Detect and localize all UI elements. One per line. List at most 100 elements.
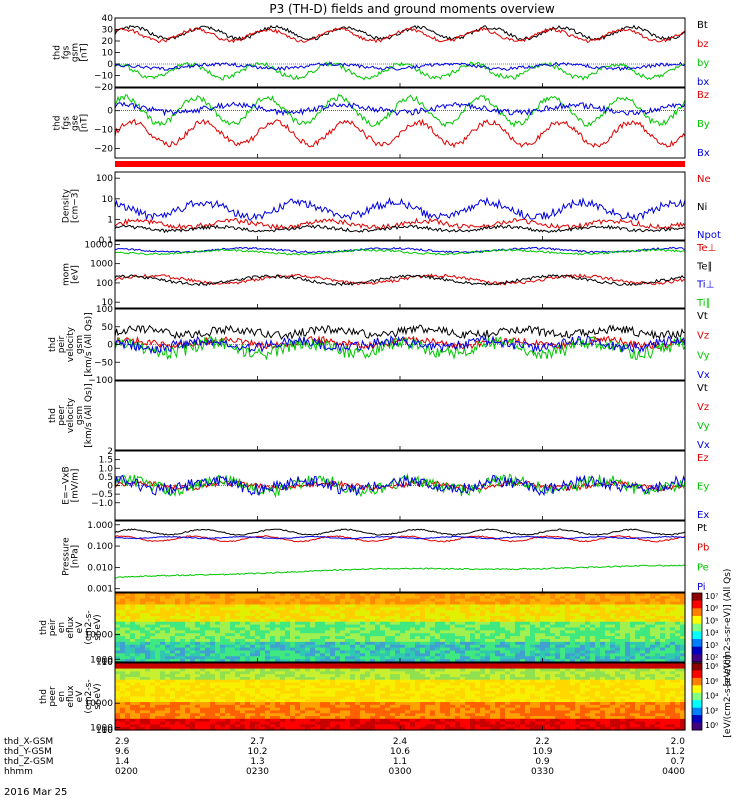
y-tick-label: 0 xyxy=(107,341,113,351)
legend-tiperp: Ti⊥ xyxy=(696,280,714,291)
legend-vx: Vx xyxy=(697,370,710,381)
y-tick-label: 40 xyxy=(102,14,114,24)
y-axis-label: E=−VxB[mV/m] xyxy=(62,466,81,504)
colorbar-tick-label: 10⁴ xyxy=(705,629,718,638)
legend-by: By xyxy=(697,119,710,130)
colorbar-tick-label: 10⁵ xyxy=(705,616,718,625)
legend-vt: Vt xyxy=(697,383,708,394)
y-tick-label: 1 xyxy=(107,215,113,225)
legend-tepar: Te∥ xyxy=(696,261,713,272)
colorbar-tick-label: 10² xyxy=(705,653,718,662)
panel-pressure: 1.0000.1000.0100.001Pressure[nPa]PtPbPeP… xyxy=(62,521,710,595)
y-tick-label: −20 xyxy=(94,83,113,93)
legend-ex: Ex xyxy=(697,510,709,521)
y-axis-label: Pressure[nPa] xyxy=(62,537,81,576)
y-tick-label: 10 xyxy=(102,195,114,205)
y-tick-label: 1000 xyxy=(90,260,113,270)
legend-vy: Vy xyxy=(697,421,710,432)
y-tick-label: −10 xyxy=(94,126,113,136)
series-line-ni xyxy=(115,225,685,232)
colorbar-swatch xyxy=(692,639,702,647)
y-tick-label: −1.0 xyxy=(91,499,113,509)
legend-teperp: Te⊥ xyxy=(696,243,716,254)
series-line-pe xyxy=(115,565,685,578)
legend-ne: Ne xyxy=(697,174,711,185)
colorbar-tick-label: 10⁷ xyxy=(705,592,718,601)
legend-bz: bz xyxy=(697,39,709,50)
y-tick-label: 30 xyxy=(102,26,114,36)
series-line-vt xyxy=(115,325,685,339)
series-line-by xyxy=(115,62,685,80)
panel-frame xyxy=(115,381,685,450)
y-axis-label: mom[eV] xyxy=(62,263,81,286)
legend-vz: Vz xyxy=(697,331,709,342)
legend-by: by xyxy=(697,58,709,69)
colorbar-tick-label: 10³ xyxy=(705,641,718,650)
plot-title: P3 (TH-D) fields and ground moments over… xyxy=(269,2,554,16)
legend-bx: Bx xyxy=(697,148,710,159)
y-axis-label-line: [nT] xyxy=(80,43,90,61)
legend-ez: Ez xyxy=(697,453,709,464)
y-axis-label: Density[cm−3] xyxy=(62,188,81,223)
series-line-bx xyxy=(115,102,685,115)
y-tick-label: 0.010 xyxy=(87,563,113,573)
y-tick-label: 10 xyxy=(102,658,114,668)
y-axis-label-line: [eV] xyxy=(71,265,81,284)
y-tick-label: 1.000 xyxy=(87,521,113,531)
legend-npot: Npot xyxy=(697,230,721,241)
legend-vy: Vy xyxy=(697,350,710,361)
legend-tipar: Ti∥ xyxy=(696,298,711,309)
legend-bz: Bz xyxy=(697,90,709,101)
colorbar-swatch xyxy=(692,608,702,616)
panel-frame xyxy=(115,521,685,592)
colorbar-swatch xyxy=(692,624,702,632)
colorbar-swatch xyxy=(692,616,702,624)
y-tick-label: 20 xyxy=(102,37,114,47)
legend-vt: Vt xyxy=(697,311,708,322)
colorbar-swatch xyxy=(692,631,702,639)
y-tick-label: 100 xyxy=(96,174,113,184)
legend-pb: Pb xyxy=(697,543,709,554)
legend-bx: bx xyxy=(697,77,709,88)
legend-bt: Bt xyxy=(697,20,708,31)
colorbar-swatch xyxy=(692,593,702,601)
legend-vz: Vz xyxy=(697,402,709,413)
y-axis-label-line: [cm−3] xyxy=(71,189,81,223)
series-line-npot xyxy=(115,198,685,220)
y-tick-label: 0 xyxy=(107,107,113,117)
legend-vx: Vx xyxy=(697,440,710,451)
colorbar-swatch xyxy=(692,647,702,655)
y-tick-label: 0.100 xyxy=(87,542,113,552)
series-line-bz xyxy=(115,120,685,147)
colorbar-swatch xyxy=(692,601,702,609)
legend-pe: Pe xyxy=(697,562,709,573)
y-axis-label-line: [km/s (All Qs)] xyxy=(84,312,94,376)
legend-ey: Ey xyxy=(697,482,709,493)
y-tick-label: −10 xyxy=(94,72,113,82)
y-axis-label-line: [km/s (All Qs)] xyxy=(84,383,94,447)
y-tick-label: −50 xyxy=(94,358,113,368)
y-axis-label-line: sr-eV) xyxy=(93,614,103,640)
y-tick-label: −20 xyxy=(94,145,113,155)
spectrogram-cells xyxy=(115,663,686,731)
y-axis-label-line: [nT] xyxy=(80,114,90,132)
y-tick-label: 10 xyxy=(102,49,114,59)
y-axis-label-line: [nPa] xyxy=(71,545,81,568)
y-tick-label: 0.001 xyxy=(87,585,113,595)
colorbar-swatch xyxy=(692,654,702,662)
y-tick-label: 10000 xyxy=(84,240,113,250)
spectrogram-cells xyxy=(115,593,686,663)
